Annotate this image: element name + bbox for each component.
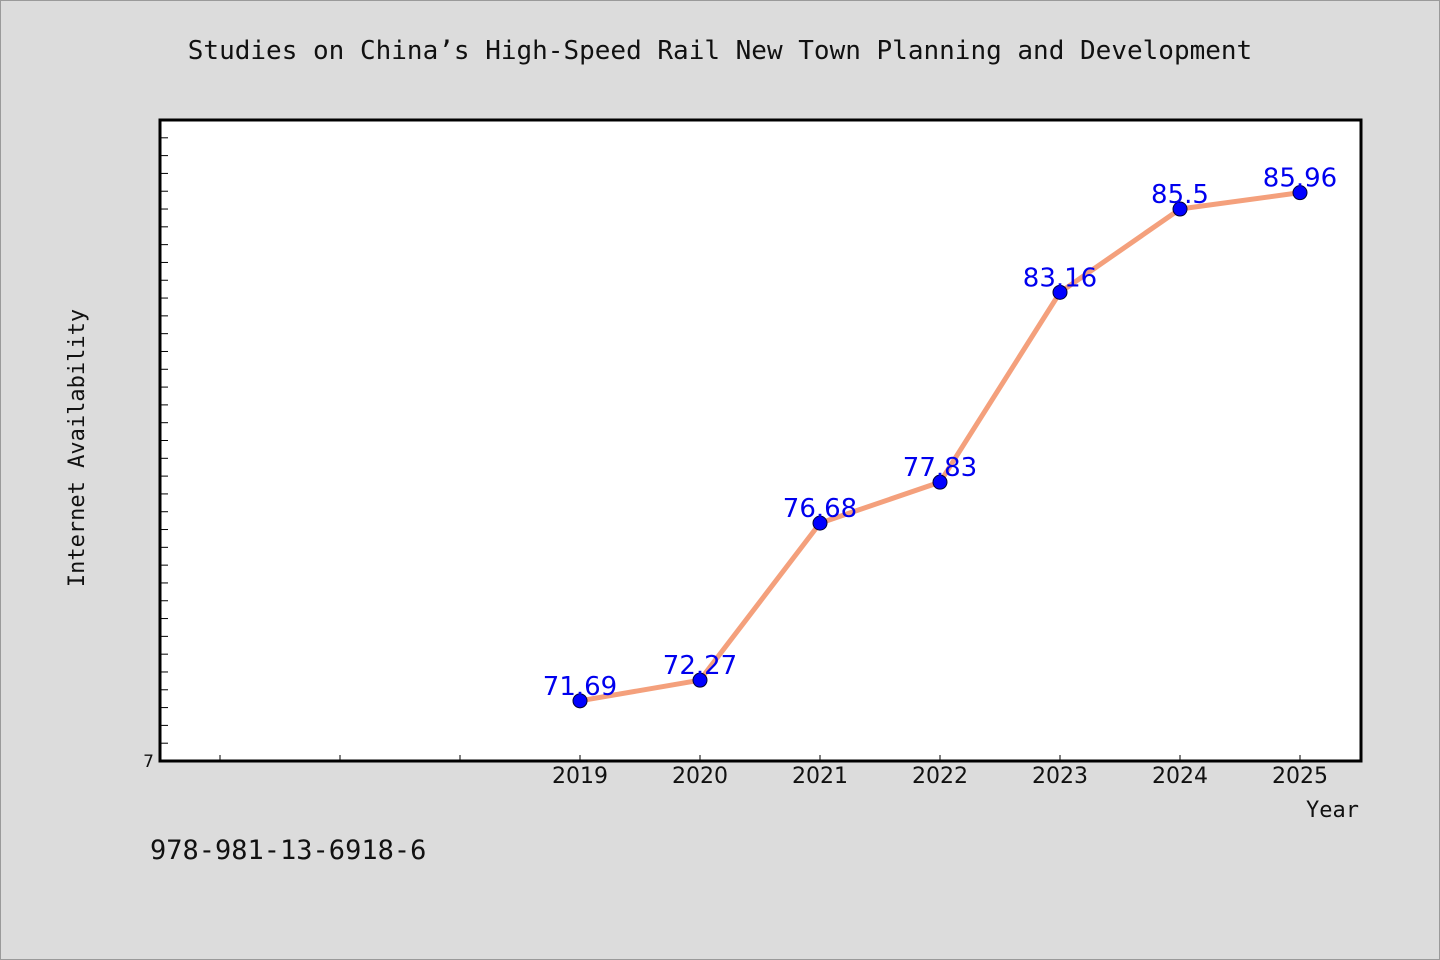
data-point [1292,185,1308,201]
x-tick-label: 2025 [1272,764,1328,789]
x-tick-label: 2020 [672,764,728,789]
data-point [1172,201,1188,217]
x-tick-label: 2021 [792,764,848,789]
data-point [812,515,828,531]
data-label: 77.83 [903,453,977,483]
data-labels: 71.69 72.27 76.68 77.83 83.16 85.5 85.96 [543,164,1337,702]
data-point [572,693,588,709]
plot-area [160,120,1361,761]
data-label: 76.68 [783,494,857,524]
data-label: 85.96 [1263,164,1337,194]
data-point [1052,284,1068,300]
chart-title: Studies on China’s High-Speed Rail New T… [187,36,1253,66]
x-tick-label: 2022 [912,764,968,789]
footer-isbn: 978-981-13-6918-6 [150,835,427,866]
x-axis-ticks: 2019 2020 2021 2022 2023 2024 2025 [219,755,1328,789]
data-label: 72.27 [663,651,737,681]
data-label: 83.16 [1023,263,1097,293]
data-point [932,474,948,490]
data-label: 71.69 [543,672,617,702]
x-tick-label: 2023 [1032,764,1088,789]
y-tick-label: 7 [143,752,154,772]
y-axis-title: Internet Availability [65,309,90,587]
data-point [692,672,708,688]
plot-border [158,118,1363,763]
data-points [572,185,1308,709]
x-tick-label: 2019 [552,764,608,789]
x-tick-label: 2024 [1152,764,1208,789]
data-label: 85.5 [1151,180,1209,210]
x-axis-title: Year [1306,798,1359,823]
